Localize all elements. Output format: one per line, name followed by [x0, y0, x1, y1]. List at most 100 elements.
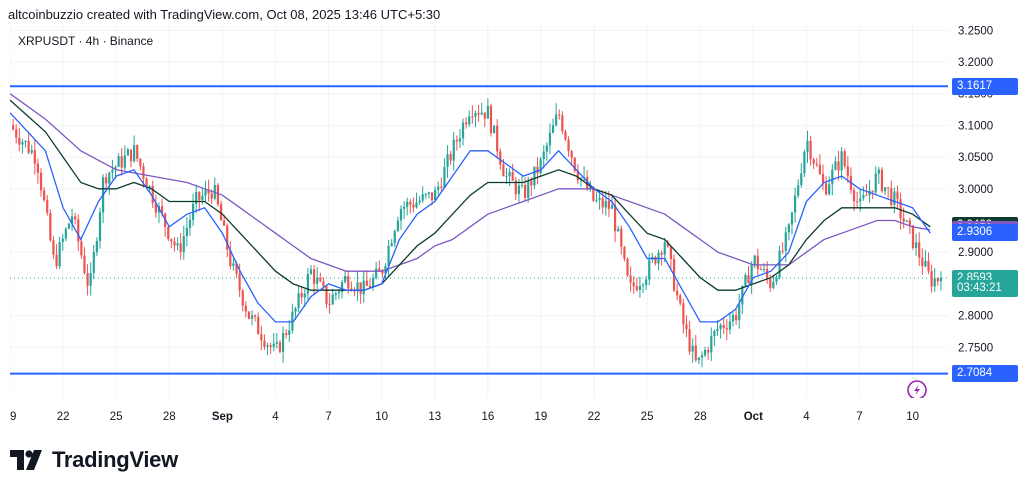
candle-body [775, 277, 778, 282]
time-tick-label-15: 4 [803, 411, 810, 423]
candle-body [645, 279, 648, 286]
candle-body [828, 184, 831, 195]
candle-body [399, 208, 403, 221]
price-tick-label-0: 3.2500 [958, 25, 993, 37]
price-axis[interactable]: 3.25003.20003.15003.10003.05003.00002.90… [948, 24, 1024, 398]
candle-body [415, 202, 418, 208]
price-tick-label-6: 2.9000 [958, 247, 993, 259]
price-tick-label-1: 3.2000 [958, 57, 993, 69]
candle-body [86, 273, 89, 286]
candle-body [887, 187, 890, 189]
candle-body [390, 243, 393, 246]
candle-body [235, 263, 238, 274]
candle-body [340, 282, 344, 292]
candle-body [36, 163, 40, 173]
candle-body [669, 246, 673, 260]
time-tick-label-4: Sep [212, 411, 233, 423]
candle-body [874, 173, 877, 193]
candle-body [210, 193, 213, 199]
candle-body [455, 139, 458, 142]
candle-body [89, 272, 92, 286]
candle-body [18, 137, 21, 145]
time-tick-label-13: 28 [694, 411, 707, 423]
candle-body [160, 206, 164, 214]
candle-body [294, 308, 297, 312]
candle-body [52, 240, 55, 255]
candle-body [834, 161, 837, 170]
candle-body [139, 158, 142, 167]
candle-body [133, 145, 136, 162]
candle-body [347, 276, 350, 289]
tradingview-logo[interactable]: TradingView [10, 445, 178, 475]
candle-body [679, 295, 682, 304]
candle-body [725, 328, 728, 330]
candle-body [331, 294, 334, 305]
candle-body [337, 291, 341, 294]
candle-body [148, 186, 151, 188]
candle-body [247, 311, 251, 319]
candle-body [272, 343, 275, 347]
candle-body [92, 252, 95, 273]
candle-body [772, 281, 775, 288]
candle-body [154, 203, 157, 213]
candle-body [750, 264, 753, 284]
candle-body [452, 139, 455, 161]
candle-body [216, 184, 220, 205]
candle-body [753, 255, 756, 265]
candle-body [831, 169, 834, 185]
candle-body [809, 140, 812, 160]
candle-body [24, 140, 27, 142]
candle-body [542, 151, 545, 160]
candle-body [219, 204, 223, 221]
candle-body [927, 260, 930, 272]
candle-body [893, 191, 896, 205]
level-label-2.7084: 2.7084 [952, 365, 1018, 383]
candle-body [67, 223, 71, 229]
candle-body [446, 154, 449, 168]
time-axis[interactable]: 19 22 25 28 Sep 4 7 10 13 16 19 22 25 28 Oct 4 7 10 [10, 398, 948, 432]
candle-body [334, 293, 337, 295]
candle-body [797, 185, 800, 196]
candle-body [741, 285, 744, 305]
candle-body [558, 114, 561, 116]
candle-body [344, 276, 347, 283]
alert-icon[interactable] [907, 380, 927, 398]
candle-body [806, 140, 809, 152]
candle-body [527, 180, 530, 198]
candle-body [496, 125, 499, 152]
candle-body [933, 278, 936, 287]
candle-body [95, 240, 98, 253]
price-tick-label-3: 3.1000 [958, 120, 993, 132]
candle-body [694, 345, 697, 361]
time-tick-label-11: 22 [588, 411, 601, 423]
candle-body [316, 277, 319, 284]
candle-body [39, 172, 43, 191]
candle-body [275, 342, 278, 344]
candle-body [226, 225, 229, 250]
candle-body [883, 187, 887, 192]
candle-body [908, 220, 911, 226]
candle-body [812, 159, 815, 164]
candle-body [856, 201, 859, 203]
candle-body [77, 219, 80, 242]
candle-body [793, 195, 797, 213]
candle-body [55, 254, 58, 267]
candle-body [914, 242, 918, 248]
candle-body [430, 192, 434, 201]
candle-body [105, 177, 108, 184]
candle-body [30, 150, 33, 153]
time-tick-label-14: Oct [744, 411, 763, 423]
candle-body [821, 174, 825, 184]
candle-body [111, 169, 114, 173]
candle-body [505, 175, 508, 177]
candle-body [285, 333, 288, 335]
candle-body [604, 200, 607, 208]
price-plot[interactable] [10, 24, 948, 398]
candle-body [545, 145, 548, 152]
symbol-label[interactable]: XRPUSDT · 4h · Binance [18, 34, 154, 48]
candle-body [126, 149, 130, 156]
candle-body [939, 278, 943, 282]
ma-fast-value: 2.9306 [952, 224, 1018, 242]
candle-body [514, 180, 517, 195]
time-tick-label-10: 19 [535, 411, 548, 423]
